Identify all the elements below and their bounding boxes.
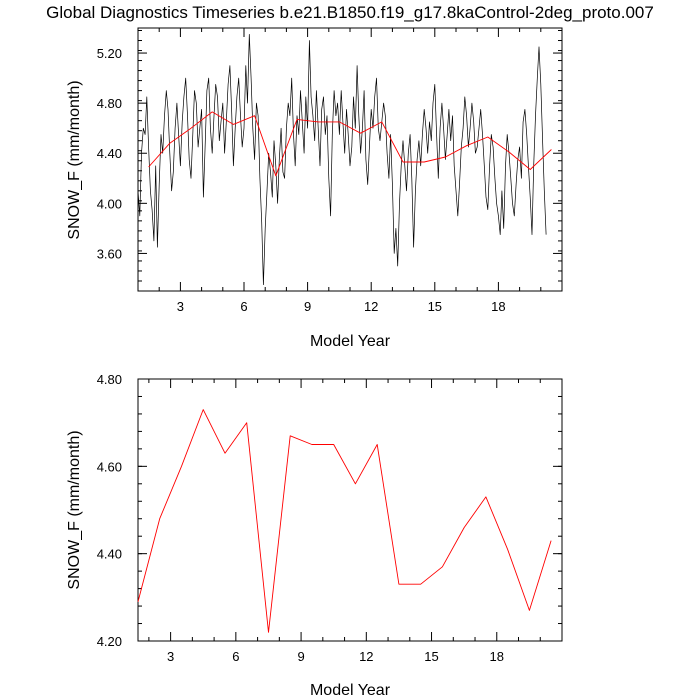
bot-ytick-label: 4.40: [97, 547, 122, 562]
bot-ytick-label: 4.60: [97, 459, 122, 474]
top-ytick-label: 4.80: [97, 96, 122, 111]
top-xtick-label: 9: [304, 299, 311, 314]
bot-xtick-label: 12: [359, 649, 373, 664]
top-xtick-label: 6: [240, 299, 247, 314]
bot-xtick-label: 9: [297, 649, 304, 664]
bot-ytick-label: 4.80: [97, 372, 122, 387]
bot-xtick-label: 18: [490, 649, 504, 664]
top-monthly-series-line: [137, 33, 547, 286]
chart-title: Global Diagnostics Timeseries b.e21.B185…: [46, 3, 654, 22]
bot-annual-mean-series-line: [137, 409, 552, 633]
top-xtick-label: 18: [491, 299, 505, 314]
bot-ytick-label: 4.20: [97, 634, 122, 649]
top-annual-mean-series-line: [148, 111, 552, 177]
top-xtick-label: 12: [364, 299, 378, 314]
top-ytick-label: 5.20: [97, 46, 122, 61]
bottom-plot-frame: [137, 378, 563, 642]
bottom-panel: 3 6 9 12 15 18 4.20 4.40 4.60 4.80 Model Year SN…: [66, 372, 563, 699]
bottom-x-axis-label: Model Year: [310, 682, 391, 699]
top-y-tick-labels: 3.60 4.00 4.40 4.80 5.20: [97, 46, 122, 261]
bottom-tick-marks: [138, 378, 563, 642]
top-y-axis-label: SNOW_F (mm/month): [66, 80, 83, 239]
top-series-group: [137, 33, 552, 286]
bot-xtick-label: 15: [424, 649, 438, 664]
bottom-series-group: [137, 409, 552, 633]
top-tick-marks: [137, 28, 563, 292]
bot-xtick-label: 6: [232, 649, 239, 664]
top-xtick-label: 15: [428, 299, 442, 314]
bottom-y-axis-label: SNOW_F (mm/month): [66, 430, 83, 589]
bot-xtick-label: 3: [167, 649, 174, 664]
bottom-x-tick-labels: 3 6 9 12 15 18: [167, 649, 504, 664]
top-ytick-label: 4.00: [97, 196, 122, 211]
bottom-y-tick-labels: 4.20 4.40 4.60 4.80: [97, 372, 122, 649]
top-x-tick-labels: 3 6 9 12 15 18: [177, 299, 506, 314]
top-xtick-label: 3: [177, 299, 184, 314]
top-x-axis-label: Model Year: [310, 333, 391, 350]
top-ytick-label: 3.60: [97, 246, 122, 261]
top-plot-frame: [137, 27, 563, 292]
top-panel: 3 6 9 12 15 18 3.60 4.00 4.40 4.80 5.20 Model Yea…: [66, 27, 563, 350]
top-ytick-label: 4.40: [97, 146, 122, 161]
